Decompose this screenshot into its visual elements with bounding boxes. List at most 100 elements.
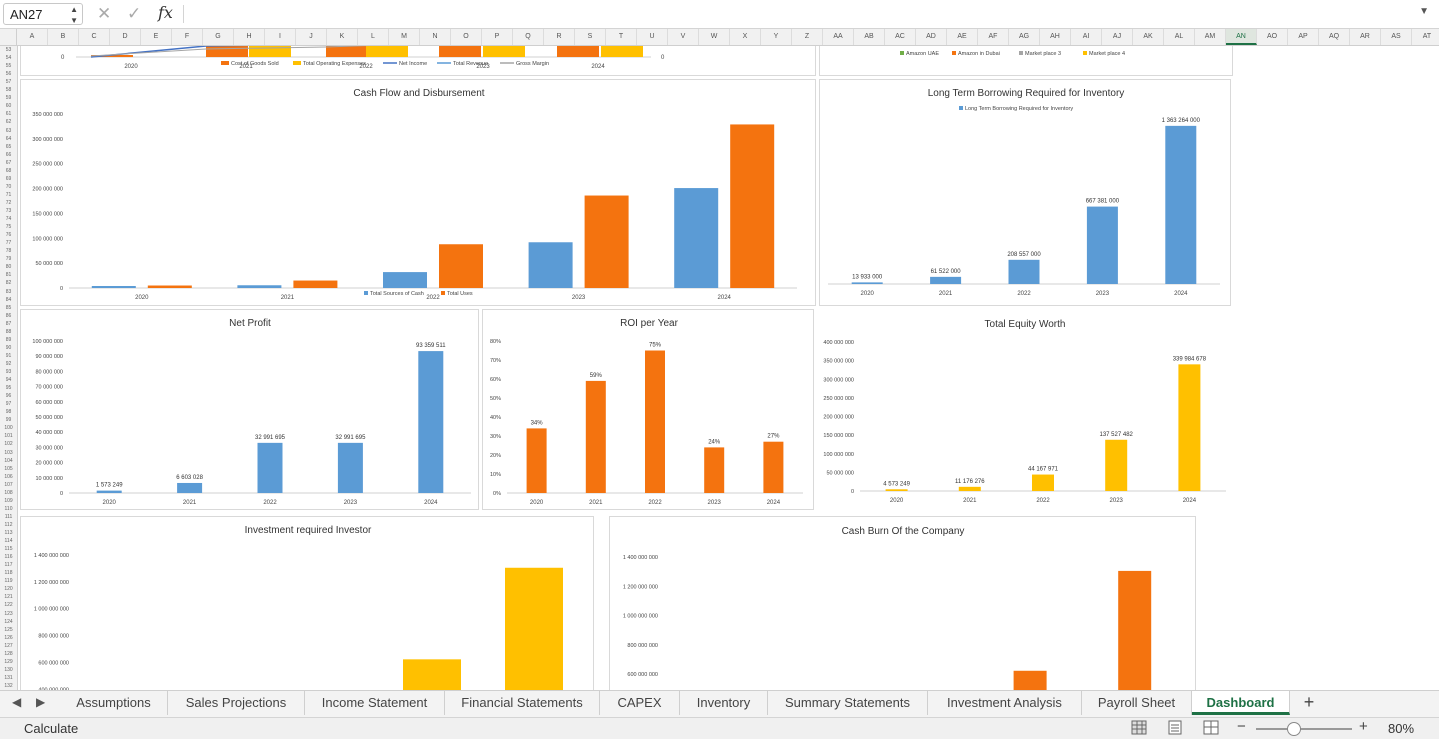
row-header-76[interactable]: 76 — [5, 232, 12, 239]
row-header-111[interactable]: 111 — [4, 513, 13, 520]
row-header-86[interactable]: 86 — [5, 312, 12, 319]
bar[interactable] — [418, 351, 444, 493]
column-header-F[interactable]: F — [172, 29, 203, 45]
row-header-91[interactable]: 91 — [5, 352, 12, 359]
bar[interactable] — [885, 489, 908, 491]
column-header-Q[interactable]: Q — [513, 29, 544, 45]
bar[interactable] — [958, 486, 981, 491]
row-header-106[interactable]: 106 — [4, 473, 13, 480]
bar[interactable] — [584, 195, 629, 288]
row-header-118[interactable]: 118 — [4, 570, 13, 577]
column-header-AD[interactable]: AD — [916, 29, 947, 45]
column-header-T[interactable]: T — [606, 29, 637, 45]
bar[interactable] — [1165, 125, 1197, 284]
page-layout-view-icon[interactable] — [1167, 720, 1183, 735]
row-header-65[interactable]: 65 — [5, 143, 12, 150]
sheet-tab-investment-analysis[interactable]: Investment Analysis — [928, 691, 1082, 715]
row-header-63[interactable]: 63 — [5, 127, 12, 134]
row-header-64[interactable]: 64 — [5, 135, 12, 142]
bar[interactable] — [1032, 474, 1054, 491]
bar[interactable] — [1178, 364, 1201, 491]
sheet-tab-capex[interactable]: CAPEX — [600, 691, 680, 715]
row-header-55[interactable]: 55 — [5, 63, 12, 70]
row-header-97[interactable]: 97 — [5, 401, 12, 408]
row-header-78[interactable]: 78 — [5, 248, 12, 255]
column-header-AP[interactable]: AP — [1288, 29, 1319, 45]
bar[interactable] — [505, 567, 563, 690]
row-header-122[interactable]: 122 — [4, 602, 13, 609]
prev-sheet-icon[interactable]: ◀ — [12, 695, 22, 709]
bar[interactable] — [1105, 439, 1128, 491]
sheet-tab-income-statement[interactable]: Income Statement — [305, 691, 445, 715]
long-term-borrowing-chart[interactable]: Long Term Borrowing Required for Invento… — [819, 79, 1231, 306]
column-header-E[interactable]: E — [141, 29, 172, 45]
bar[interactable] — [585, 380, 606, 493]
column-header-U[interactable]: U — [637, 29, 668, 45]
row-header-101[interactable]: 101 — [4, 433, 13, 440]
row-header-113[interactable]: 113 — [4, 530, 13, 536]
row-header-54[interactable]: 54 — [5, 55, 12, 62]
row-header-126[interactable]: 126 — [4, 634, 13, 641]
function-icon[interactable]: fx — [158, 3, 173, 22]
name-box-dropdown-icon[interactable]: ▲ ▼ — [70, 5, 78, 25]
column-header-G[interactable]: G — [203, 29, 234, 45]
row-header-132[interactable]: 132 — [4, 682, 13, 689]
bar[interactable] — [439, 46, 481, 57]
roi-chart[interactable]: ROI per Year 0% 10% 20% 30% 40% 50% 60% 70% 80% 20… — [482, 309, 814, 510]
net-profit-chart[interactable]: Net Profit 0 10 000 000 20 000 000 30 000 00… — [20, 309, 479, 510]
bar[interactable] — [366, 46, 408, 57]
column-header-R[interactable]: R — [544, 29, 575, 45]
zoom-level[interactable]: 80% — [1388, 721, 1415, 736]
bar[interactable] — [704, 447, 725, 493]
column-header-I[interactable]: I — [265, 29, 296, 45]
row-header-62[interactable]: 62 — [5, 119, 12, 126]
cash-flow-chart[interactable]: Cash Flow and Disbursement 0 50 000 000 100… — [20, 79, 816, 306]
row-header-116[interactable]: 116 — [4, 554, 13, 561]
sheet-tab-financial-statements[interactable]: Financial Statements — [445, 691, 600, 715]
column-header-AR[interactable]: AR — [1350, 29, 1381, 45]
row-header-125[interactable]: 125 — [4, 626, 13, 633]
row-header-73[interactable]: 73 — [5, 208, 12, 214]
revenue-expenses-chart[interactable]: 0 0 2020 2021 2022 2023 2024 Cost of Goods Sold… — [20, 46, 816, 76]
sheet-tab-dashboard[interactable]: Dashboard — [1192, 691, 1290, 715]
row-header-128[interactable]: 128 — [4, 650, 13, 657]
sheet-tab-sales-projections[interactable]: Sales Projections — [168, 691, 305, 715]
bar[interactable] — [91, 286, 136, 288]
row-header-98[interactable]: 98 — [5, 409, 12, 416]
column-header-AN[interactable]: AN — [1226, 29, 1257, 45]
bar[interactable] — [257, 442, 283, 493]
column-header-W[interactable]: W — [699, 29, 730, 45]
bar[interactable] — [930, 276, 962, 284]
column-header-AA[interactable]: AA — [823, 29, 854, 45]
row-header-80[interactable]: 80 — [5, 264, 12, 271]
bar[interactable] — [177, 482, 203, 493]
bar[interactable] — [483, 46, 525, 57]
bar[interactable] — [851, 282, 883, 284]
column-header-K[interactable]: K — [327, 29, 358, 45]
column-header-X[interactable]: X — [730, 29, 761, 45]
row-header-71[interactable]: 71 — [5, 191, 12, 198]
column-header-AM[interactable]: AM — [1195, 29, 1226, 45]
zoom-in-icon[interactable]: + — [1359, 718, 1368, 735]
bar[interactable] — [293, 280, 338, 288]
column-header-AT[interactable]: AT — [1412, 29, 1439, 45]
enter-icon[interactable]: ✓ — [127, 4, 142, 23]
row-header-114[interactable]: 114 — [4, 538, 13, 545]
row-header-69[interactable]: 69 — [5, 175, 12, 182]
bar[interactable] — [337, 442, 363, 493]
row-header-72[interactable]: 72 — [5, 199, 12, 206]
row-header-66[interactable]: 66 — [5, 151, 12, 158]
investment-required-chart[interactable]: Investment required Investor200 000 0004… — [20, 516, 594, 690]
bar[interactable] — [645, 350, 665, 494]
bar[interactable] — [383, 272, 427, 288]
formula-input[interactable] — [190, 5, 1410, 23]
row-header-121[interactable]: 121 — [4, 594, 13, 601]
sheet-tab-summary-statements[interactable]: Summary Statements — [768, 691, 928, 715]
column-header-C[interactable]: C — [79, 29, 110, 45]
row-header-81[interactable]: 81 — [5, 272, 12, 279]
zoom-slider-thumb[interactable] — [1287, 722, 1301, 736]
row-header-112[interactable]: 112 — [4, 521, 13, 528]
row-header-102[interactable]: 102 — [4, 441, 13, 448]
row-header-94[interactable]: 94 — [5, 377, 12, 384]
cancel-icon[interactable]: ✕ — [97, 4, 112, 23]
